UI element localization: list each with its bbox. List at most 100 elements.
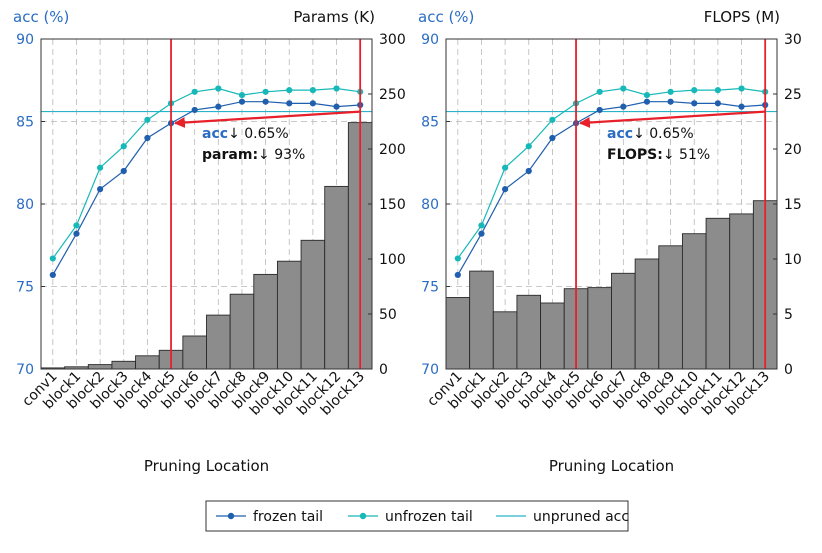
point-block10 [286,87,293,94]
tick-label-left: 70 [421,362,439,378]
legend-frozen-label: frozen tail [253,509,323,525]
point-block6 [191,88,198,95]
bar-block9 [658,245,683,370]
bars [445,200,778,370]
tick-label-right: 50 [379,307,397,323]
series-unfrozen-tail [454,85,769,262]
annotation-acc-label: acc [202,126,228,142]
annotation-reduction-label: FLOPS: [607,147,663,163]
point-block10 [691,100,698,107]
point-block1 [478,230,485,237]
bar-block11 [300,239,326,370]
point-conv1 [454,271,461,279]
annotation-acc-value: ↓ 0.65% [228,126,289,142]
tick-label-right: 25 [784,87,802,103]
point-block4 [144,134,151,142]
tick-label-right: 15 [784,197,802,213]
bar-block2 [492,311,518,370]
point-block7 [620,103,627,110]
legend: frozen tail unfrozen tail unpruned acc [205,500,629,532]
annotation-reduction-value: ↓ 93% [258,147,305,163]
left-axis: 70 75 80 85 90 acc (%) [13,8,69,378]
bar-block7 [611,272,636,370]
point-block8 [238,92,246,99]
point-block3 [120,167,127,175]
bar-block4 [540,302,565,370]
legend-frozen-marker [227,512,235,520]
right-axis-title: FLOPS (M) [704,8,780,26]
tick-label-left: 75 [16,280,34,296]
left-axis-title: acc (%) [418,8,474,26]
tick-label-left: 90 [16,32,34,48]
tick-label-right: 250 [379,87,406,103]
series-unfrozen-tail [49,85,364,262]
left-axis-title: acc (%) [13,8,69,26]
point-block7 [215,85,222,92]
point-block9 [667,88,674,95]
point-block11 [309,100,316,107]
x-axis: conv1block1block2block3block4block5block… [19,368,368,475]
point-block11 [309,87,316,94]
tick-label-left: 75 [421,280,439,296]
tick-label-right: 20 [784,142,802,158]
left-axis: 70 75 80 85 90 acc (%) [418,8,474,378]
tick-label-left: 80 [16,197,34,213]
tick-label-right: 100 [379,252,406,268]
tick-label-right: 0 [379,362,388,378]
point-block12 [738,85,745,92]
point-block11 [714,100,721,107]
point-conv1 [454,255,461,262]
point-block10 [691,87,698,94]
bar-block3 [516,294,542,370]
point-block4 [549,134,556,142]
series-line [52,101,361,276]
tick-label-right: 150 [379,197,406,213]
series-line [52,87,361,259]
point-block10 [286,100,293,107]
tick-label-left: 85 [421,115,439,131]
legend-unfrozen-label: unfrozen tail [385,509,473,525]
bar-block12 [324,185,349,370]
point-block1 [73,230,80,237]
point-block12 [738,103,745,110]
point-block2 [97,164,104,171]
point-block1 [478,222,485,229]
series-frozen-tail [49,98,364,279]
tick-label-right: 5 [784,307,793,323]
point-block8 [238,98,246,105]
point-block9 [262,88,269,95]
legend-unpruned-label: unpruned acc [533,509,629,525]
tick-label-right: 30 [784,32,802,48]
legend-box [205,500,629,532]
bar-block9 [253,273,278,370]
point-block3 [525,167,532,175]
point-block2 [502,186,509,193]
bar-block7 [206,314,231,370]
point-block6 [596,106,603,114]
bar-block11 [705,217,731,370]
bar-block10 [681,233,707,370]
point-block6 [191,106,198,114]
tick-label-left: 70 [16,362,34,378]
bar-block3 [111,360,137,370]
right-axis-title: Params (K) [293,8,375,26]
tick-label-right: 300 [379,32,406,48]
reduction-arrow [578,110,766,129]
bar-block8 [229,293,255,370]
series-line [457,87,766,259]
point-block6 [596,88,603,95]
point-conv1 [49,255,56,262]
reduction-arrow [173,110,361,129]
point-block1 [73,222,80,229]
annotation-reduction-value: ↓ 51% [663,147,710,163]
point-block4 [144,116,151,123]
series-line [457,101,766,276]
annotation-acc: acc↓ 0.65% [202,126,289,142]
x-axis-title: Pruning Location [144,457,269,475]
bar-block10 [276,260,302,370]
point-block7 [215,103,222,110]
legend-unfrozen-marker [359,512,367,520]
x-axis: conv1block1block2block3block4block5block… [424,368,773,475]
point-block12 [333,85,340,92]
